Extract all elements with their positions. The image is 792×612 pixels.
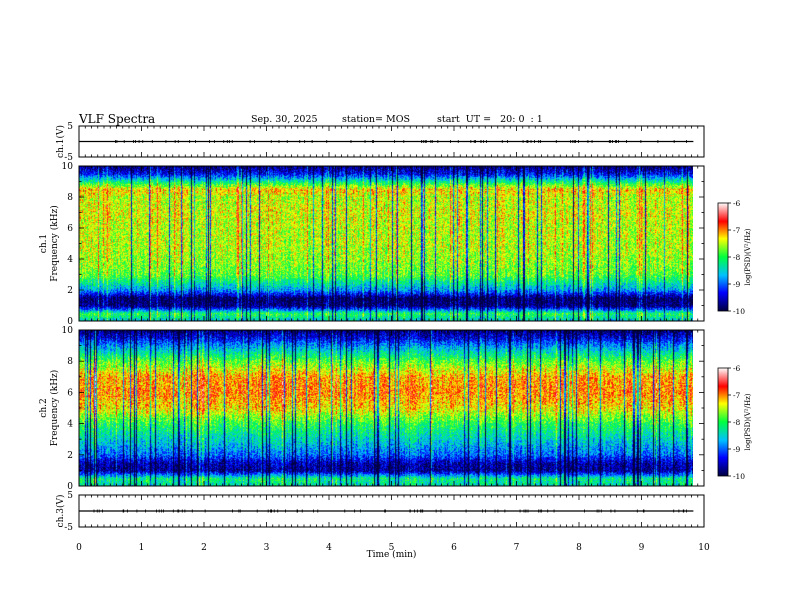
y-tick-label: 10 [62, 326, 74, 336]
x-tick-label: 6 [451, 543, 457, 553]
x-tick-label: 3 [264, 543, 270, 553]
x-axis-label: Time (min) [367, 549, 417, 560]
y-tick-label: 8 [67, 357, 73, 367]
y-tick-label: 0 [67, 317, 73, 327]
date-label: Sep. 30, 2025 [251, 114, 318, 125]
y-tick-label: 5 [67, 491, 73, 501]
x-tick-label: 5 [389, 543, 395, 553]
y-axis-label: ch.1(V) [55, 125, 66, 158]
y-tick-label: 10 [62, 162, 74, 172]
y-tick-label: 8 [67, 193, 73, 203]
colorbar-ch2 [717, 367, 729, 477]
y-tick-label: 2 [67, 286, 73, 296]
colorbar-tick-label: -9 [733, 445, 741, 454]
colorbar-label: log(PSD)(V²/Hz) [744, 228, 752, 285]
y-tick-label: 6 [67, 388, 73, 398]
colorbar-ch1 [717, 202, 729, 312]
y-tick-label: -5 [64, 523, 73, 533]
x-tick-label: 7 [514, 543, 520, 553]
y-tick-label: 0 [67, 482, 73, 492]
x-tick-label: 9 [639, 543, 645, 553]
x-tick-label: 10 [698, 543, 710, 553]
colorbar-tick-label: -7 [733, 226, 741, 235]
y-axis-label: Frequency (kHz) [49, 205, 60, 282]
y-tick-label: 4 [67, 255, 73, 265]
y-axis-label: ch.2 [39, 398, 49, 417]
colorbar-tick-label: -9 [733, 280, 741, 289]
x-tick-label: 1 [139, 543, 145, 553]
colorbar-tick-label: -8 [733, 253, 741, 262]
y-tick-label: -5 [64, 153, 73, 163]
y-axis-label: ch.3(V) [55, 495, 66, 528]
colorbar-tick-label: -6 [733, 199, 741, 208]
y-axis-label: Frequency (kHz) [49, 370, 60, 447]
colorbar-label: log(PSD)(V²/Hz) [744, 393, 752, 450]
y-tick-label: 6 [67, 224, 73, 234]
spectrogram-image-ch1 [79, 166, 693, 321]
y-tick-label: 2 [67, 451, 73, 461]
colorbar-tick-label: -10 [733, 472, 745, 481]
plot-title: VLF Spectra [79, 112, 156, 126]
spectrogram-image-ch2 [79, 330, 693, 486]
colorbar-tick-label: -6 [733, 364, 741, 373]
x-tick-label: 8 [576, 543, 582, 553]
colorbar-tick-label: -10 [733, 307, 745, 316]
x-tick-label: 2 [201, 543, 207, 553]
y-axis-label: ch.1 [39, 234, 49, 253]
x-tick-label: 4 [326, 543, 332, 553]
x-tick-label: 0 [76, 543, 82, 553]
station-label: station= MOS [342, 114, 411, 125]
start-time-label: start UT = 20: 0 : 1 [437, 114, 543, 125]
colorbar-tick-label: -7 [733, 391, 741, 400]
y-tick-label: 5 [67, 122, 73, 132]
colorbar-tick-label: -8 [733, 418, 741, 427]
y-tick-label: 4 [67, 420, 73, 430]
